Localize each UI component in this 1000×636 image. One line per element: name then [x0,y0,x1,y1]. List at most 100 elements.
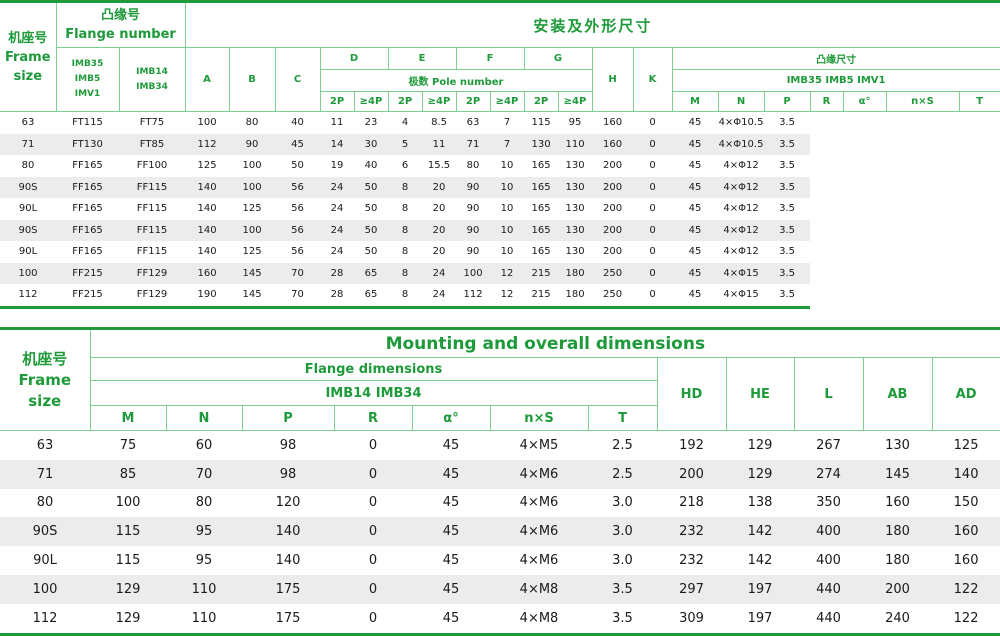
table-cell: 70 [275,262,321,284]
table-cell: FF165 [56,176,119,198]
table-cell: 45 [442,553,460,569]
table-cell: 200 [602,203,623,215]
table-cell: 112 [456,284,491,309]
table-cell: FF129 [119,262,186,284]
table-cell: 100 [242,160,262,172]
table-cell: 125 [242,203,262,215]
flange-col-imb35-l3: IMV1 [74,89,101,99]
table-cell: 3.5 [764,219,811,241]
pole-d-4p: ≥4P [353,91,389,112]
flange-col-imb14: IMB14 IMB34 [118,47,186,112]
table-cell: 400 [794,517,863,547]
table-cell: 45 [275,133,321,155]
table-row: 80 100 80 120 0 45 4×M6 3.0 218 138 350 160 150 [0,489,1000,518]
table-cell: 0 [633,176,673,198]
table-cell: 3.0 [612,553,633,569]
table-cell: 232 [679,553,704,569]
table-cell: 12 [490,262,525,284]
table-cell: 2.5 [588,459,657,489]
table-cell: 180 [558,262,593,284]
table-cell: 115 [90,517,166,547]
table-cell: 90 [456,176,491,198]
table-cell: 45 [688,160,702,172]
table-cell: 8 [401,203,409,215]
col-t: T [958,91,1000,112]
col-n-2: N [165,405,243,431]
table-cell: 90 [229,133,276,155]
table-cell: 95 [195,553,213,569]
table-cell: 130 [885,437,910,453]
col-alpha: α° [842,91,887,112]
pole-g-4p: ≥4P [557,91,593,112]
table-cell: 130 [558,176,593,198]
table-cell: 45 [412,517,490,547]
table-cell: 8.5 [431,117,447,129]
table-cell: 122 [932,574,1000,604]
table-cell: 45 [688,203,702,215]
table-cell: 4×Φ12 [718,176,765,198]
table-row: 63 FT115 FT75 100 80 40 11 23 4 8.5 63 7 115 95 160 0 45… [0,112,1000,134]
table-cell: 140 [197,203,217,215]
table-cell: 45 [688,117,702,129]
table1-body: 63 FT115 FT75 100 80 40 11 23 4 8.5 63 7 115 95 160 0 45… [0,112,1000,309]
pole-f-2p: 2P [455,91,491,112]
flange-number-cn: 凸缘号 [101,8,141,23]
col-r-2: R [333,405,413,431]
table-cell: 3.0 [588,517,657,547]
table-cell: 0 [649,246,656,258]
table-cell: 20 [422,176,457,198]
col-t-2: T [587,405,658,431]
col-c: C [274,47,321,112]
table-cell: 160 [932,517,1000,547]
table-cell: 200 [602,160,623,172]
table-cell: 129 [90,574,166,604]
table-cell: 4×Φ15 [718,284,765,309]
table-cell: 90S [0,176,56,198]
table-cell: 90L [18,203,38,215]
table-row: 90S 115 95 140 0 45 4×M6 3.0 232 142 400 180 160 [0,517,1000,547]
table-cell: 130 [565,203,585,215]
table-cell: 140 [185,176,230,198]
table-cell: 90 [466,203,480,215]
table-cell: 125 [953,437,979,453]
table-cell: 0 [649,160,656,172]
table-cell: 130 [558,219,593,241]
table-cell: 190 [185,284,230,309]
pole-e-2p: 2P [387,91,423,112]
pole-g-2p: 2P [523,91,559,112]
table-cell: FT75 [139,117,165,129]
table-cell: FF165 [56,219,119,241]
table-cell: 142 [747,553,773,569]
table-cell: 98 [279,437,297,453]
table2-body: 63 75 60 98 0 45 4×M5 2.5 192 129 267 130 125 71 85 70 9… [0,431,1000,636]
col-e: E [387,47,457,70]
table-row: 112 FF215 FF129 190 145 70 28 65 8 24 112 12 215 180 2… [0,284,1000,309]
table-row: 90S FF165 FF115 140 100 56 24 50 8 20 90 10 165 130 20… [0,219,1000,241]
table-cell: 45 [672,284,719,309]
table-cell: 160 [185,262,230,284]
frame-size-en1-2: Frame [18,370,72,389]
table-cell: 440 [794,574,863,604]
table-cell: 165 [524,219,559,241]
table-cell: 24 [330,246,344,258]
table-cell: 175 [242,603,334,636]
table-cell: FF115 [119,219,186,241]
table-cell: 129 [747,437,773,453]
table-cell: 40 [364,160,378,172]
table-cell: 23 [364,117,378,129]
table-cell: 45 [412,603,490,636]
table-cell: 80 [21,160,35,172]
table-cell: 4×Φ15 [718,262,765,284]
table-row: 112 129 110 175 0 45 4×M8 3.5 309 197 440 240 122 [0,603,1000,636]
table-cell: 0 [633,219,673,241]
flange-dimensions-sub: IMB35 IMB5 IMV1 [671,69,1000,92]
table-cell: 115 [115,553,141,569]
table-cell: 180 [558,284,593,309]
table-cell: 232 [657,517,726,547]
table-cell: 145 [863,459,932,489]
pole-f-4p: ≥4P [489,91,525,112]
table-cell: 95 [568,117,582,129]
table-cell: 4×M5 [519,437,559,453]
frame-size-en1: Frame [4,49,51,65]
table-cell: 130 [524,133,559,155]
